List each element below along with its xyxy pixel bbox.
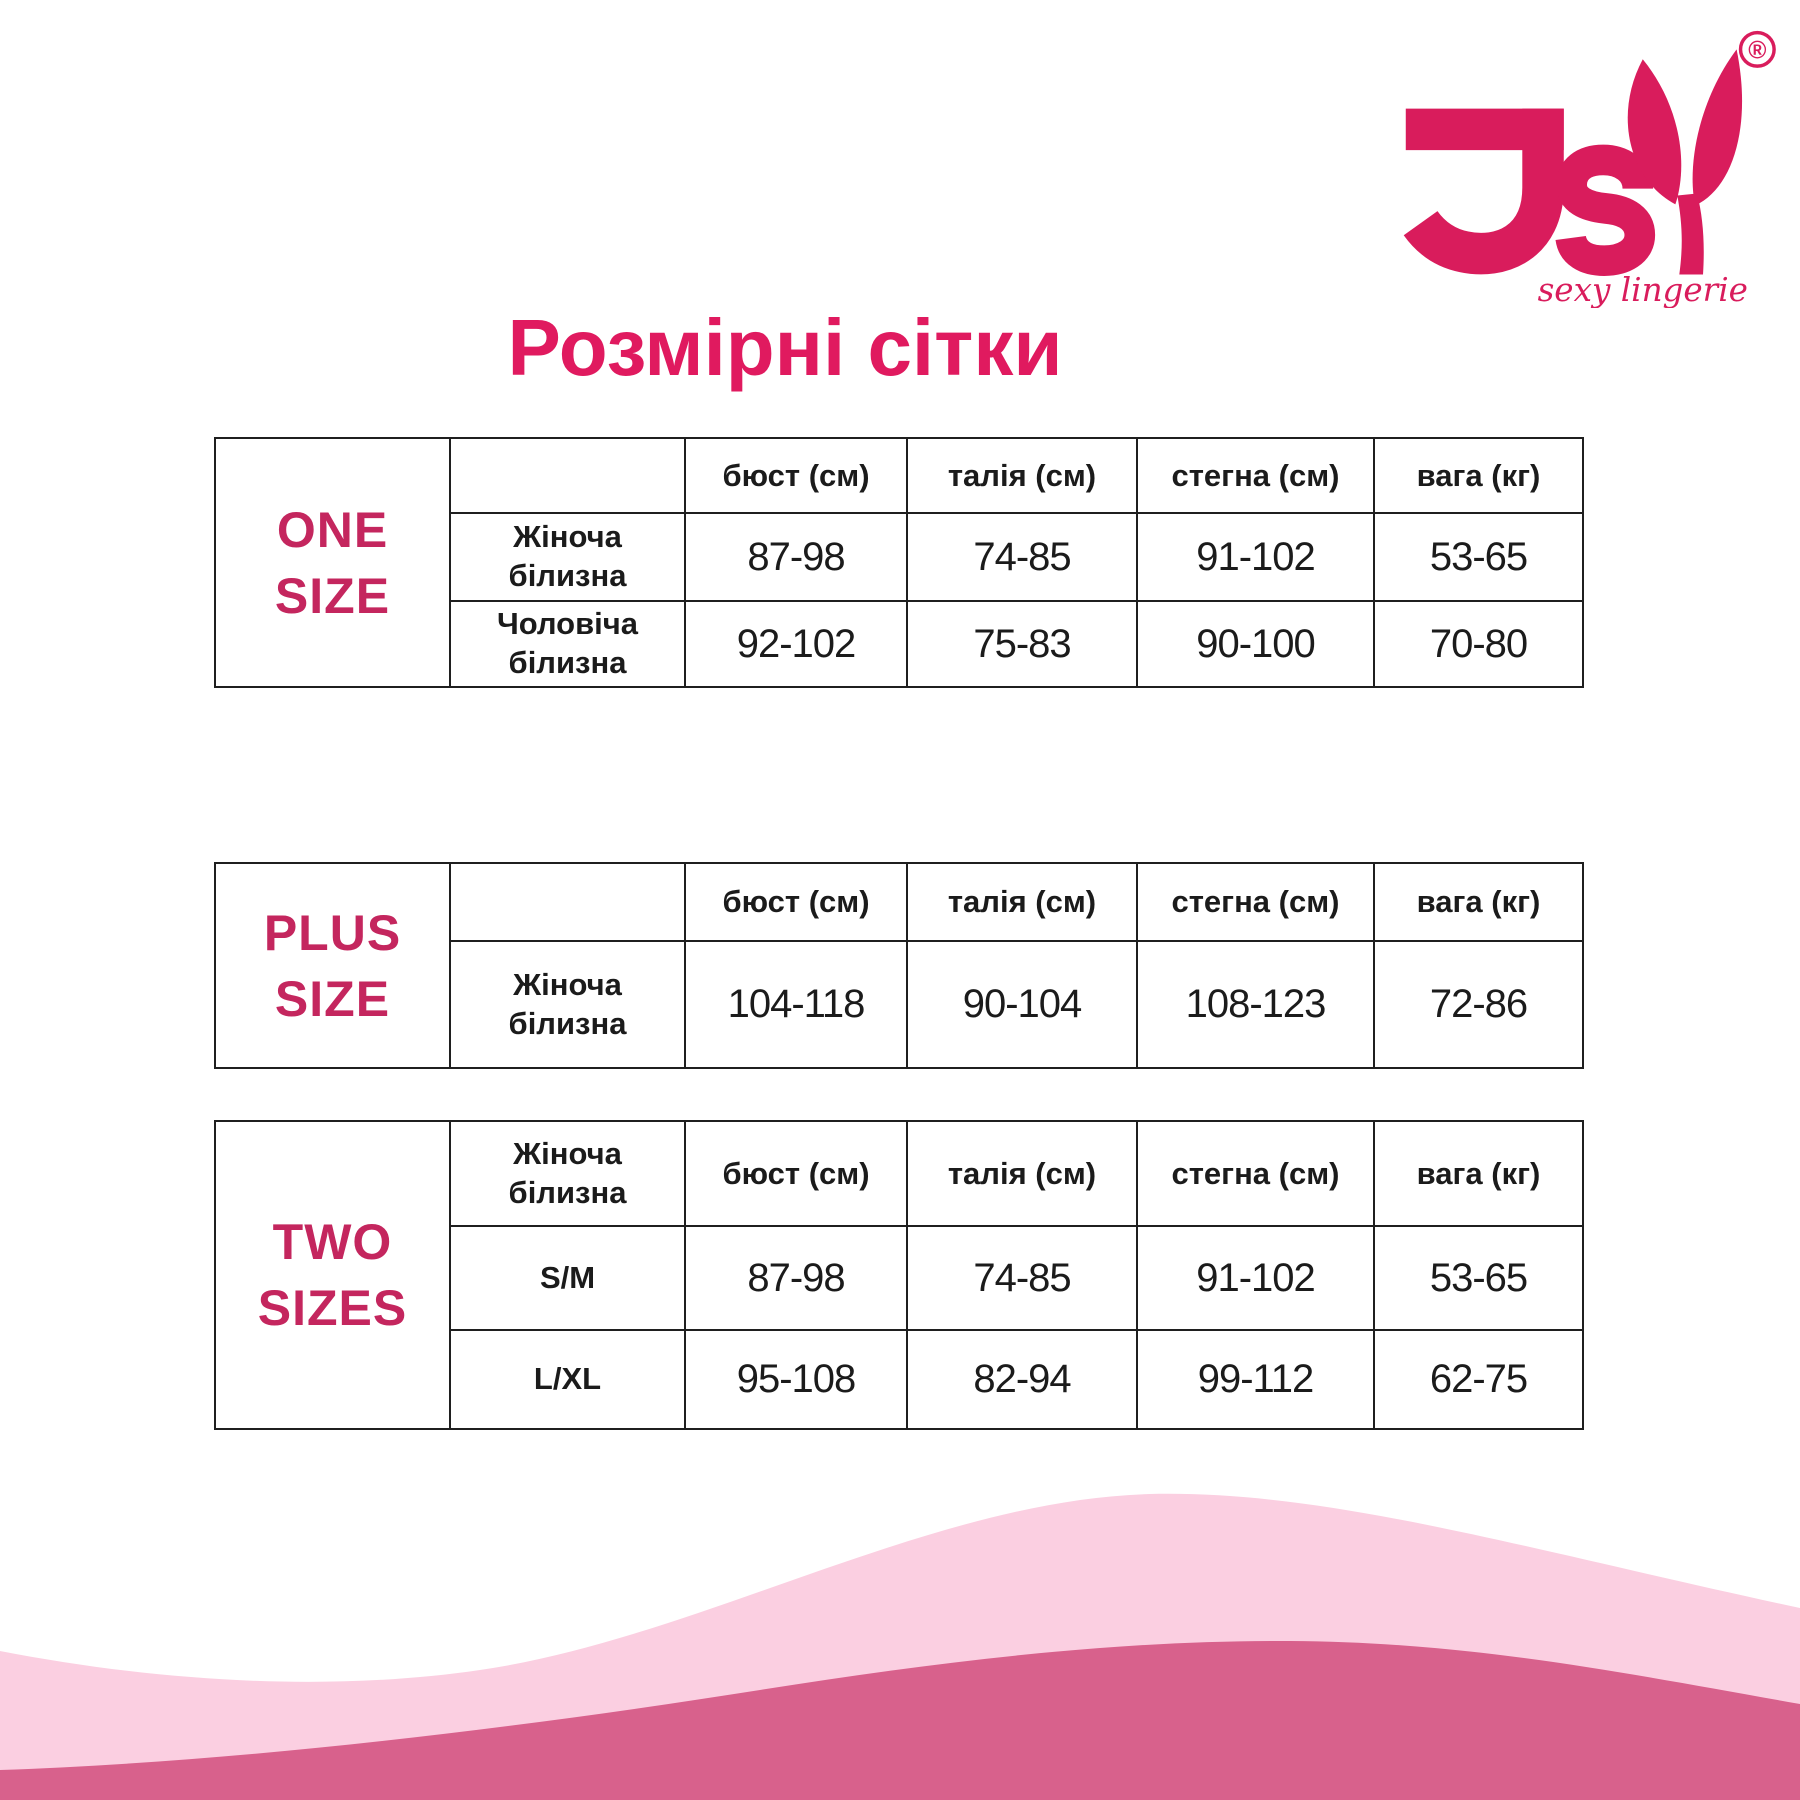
cell-value: 72-86 xyxy=(1373,940,1584,1069)
cell-value: 91-102 xyxy=(1136,1225,1375,1331)
cell-value: 87-98 xyxy=(684,512,908,602)
row-label: Жіноча білизна xyxy=(449,940,686,1069)
letter-s xyxy=(1555,144,1656,277)
row-label: L/XL xyxy=(449,1329,686,1430)
table-row: Жіноча білизна 104-118 90-104 108-123 72… xyxy=(215,940,1584,1069)
cell-value: 82-94 xyxy=(906,1329,1138,1430)
cell-value: 74-85 xyxy=(906,1225,1138,1331)
column-header: вага (кг) xyxy=(1373,437,1584,514)
cell-value: 91-102 xyxy=(1136,512,1375,602)
table-side-label: ONE SIZE xyxy=(214,437,451,688)
table-row: Жіноча білизна 87-98 74-85 91-102 53-65 xyxy=(215,512,1584,602)
svg-text:®: ® xyxy=(1748,37,1766,64)
cell-value: 53-65 xyxy=(1373,1225,1584,1331)
logo-graphic: ® sexy lingerie xyxy=(1403,30,1776,308)
logo-tagline: sexy lingerie xyxy=(1538,271,1748,308)
table-row: Чоловіча білизна 92-102 75-83 90-100 70-… xyxy=(215,600,1584,688)
table-side-label: TWO SIZES xyxy=(214,1120,451,1430)
cell-value: 74-85 xyxy=(906,512,1138,602)
corner-cell xyxy=(449,437,686,514)
registered-mark-icon: ® xyxy=(1738,30,1776,68)
size-table-plus-size: PLUS SIZE бюст (см) талія (см) стегна (с… xyxy=(214,862,1584,1069)
column-header: вага (кг) xyxy=(1373,1120,1584,1227)
cell-value: 90-104 xyxy=(906,940,1138,1069)
row-label: S/M xyxy=(449,1225,686,1331)
cell-value: 92-102 xyxy=(684,600,908,688)
size-table-one-size: ONE SIZE бюст (см) талія (см) стегна (см… xyxy=(214,437,1584,688)
table-row: S/M 87-98 74-85 91-102 53-65 xyxy=(215,1225,1584,1331)
row-label: Чоловіча білизна xyxy=(449,600,686,688)
cell-value: 95-108 xyxy=(684,1329,908,1430)
column-header: вага (кг) xyxy=(1373,862,1584,942)
column-header: талія (см) xyxy=(906,1120,1138,1227)
cell-value: 108-123 xyxy=(1136,940,1375,1069)
cell-value: 62-75 xyxy=(1373,1329,1584,1430)
cell-value: 53-65 xyxy=(1373,512,1584,602)
jsy-logo: JSY ® sexy lingerie xyxy=(1388,8,1783,308)
page-title: Розмірні сітки xyxy=(507,303,1063,392)
column-header: бюст (см) xyxy=(684,437,908,514)
column-header: стегна (см) xyxy=(1136,862,1375,942)
column-header: талія (см) xyxy=(906,437,1138,514)
wave-dark xyxy=(0,1640,1800,1800)
row-label: Жіноча білизна xyxy=(449,512,686,602)
column-header: бюст (см) xyxy=(684,862,908,942)
cell-value: 70-80 xyxy=(1373,600,1584,688)
cell-value: 90-100 xyxy=(1136,600,1375,688)
column-header: бюст (см) xyxy=(684,1120,908,1227)
table-row: L/XL 95-108 82-94 99-112 62-75 xyxy=(215,1329,1584,1430)
size-table-two-sizes: TWO SIZES Жіноча білизна бюст (см) талія… xyxy=(214,1120,1584,1430)
column-header: стегна (см) xyxy=(1136,437,1375,514)
letter-j xyxy=(1403,108,1564,275)
corner-cell xyxy=(449,862,686,942)
wave-decoration xyxy=(0,1430,1800,1800)
cell-value: 99-112 xyxy=(1136,1329,1375,1430)
table-side-label: PLUS SIZE xyxy=(214,862,451,1069)
cell-value: 75-83 xyxy=(906,600,1138,688)
corner-cell: Жіноча білизна xyxy=(449,1120,686,1227)
column-header: стегна (см) xyxy=(1136,1120,1375,1227)
leaf-icon xyxy=(1627,49,1743,275)
column-header: талія (см) xyxy=(906,862,1138,942)
cell-value: 87-98 xyxy=(684,1225,908,1331)
cell-value: 104-118 xyxy=(684,940,908,1069)
